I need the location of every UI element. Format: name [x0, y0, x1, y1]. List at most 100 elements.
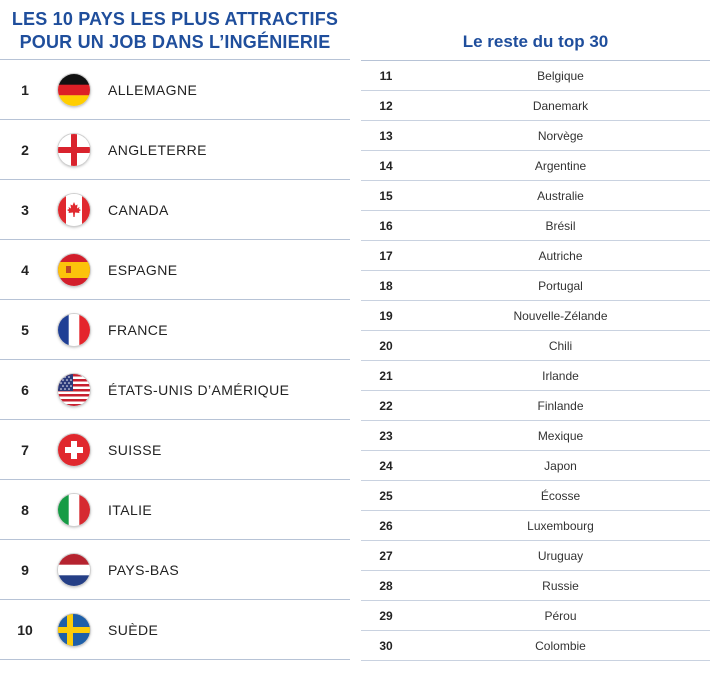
rank-number: 29 [379, 609, 393, 623]
top10-row: 7 SUISSE [0, 420, 350, 480]
country-name: PAYS-BAS [108, 562, 180, 578]
rank-number: 13 [379, 129, 393, 143]
country-name: Colombie [535, 639, 586, 653]
rank-number: 19 [379, 309, 393, 323]
rest-row: 23 Mexique [361, 421, 710, 451]
canada-flag-icon [58, 194, 90, 226]
rank-number: 18 [379, 279, 393, 293]
rank-number: 1 [21, 82, 29, 98]
country-name: Russie [542, 579, 579, 593]
rest-row: 28 Russie [361, 571, 710, 601]
rest-row: 25 Écosse [361, 481, 710, 511]
country-name: Uruguay [537, 549, 584, 563]
country-name: ITALIE [108, 502, 153, 518]
rank-number: 28 [379, 579, 393, 593]
rest-row: 29 Pérou [361, 601, 710, 631]
rest-row: 12 Danemark [361, 91, 710, 121]
top10-row: 8 ITALIE [0, 480, 350, 540]
rank-number: 9 [21, 562, 29, 578]
rank-number: 6 [21, 382, 29, 398]
rest-row: 11 Belgique [361, 61, 710, 91]
main-title-line-2: POUR UN JOB DANS L’INGÉNIERIE [19, 32, 331, 52]
top10-row: 6 ÉTATS-UNIS D’AMÉRIQUE [0, 360, 350, 420]
rest-row: 19 Nouvelle-Zélande [361, 301, 710, 331]
country-name: ESPAGNE [108, 262, 178, 278]
france-flag-icon [58, 314, 90, 346]
country-name: ALLEMAGNE [108, 82, 198, 98]
main-title: LES 10 PAYS LES PLUS ATTRACTIFS POUR UN … [0, 8, 350, 54]
rank-number: 27 [379, 549, 393, 563]
country-name: Belgique [537, 69, 584, 83]
rest-row: 21 Irlande [361, 361, 710, 391]
rank-number: 2 [21, 142, 29, 158]
rank-number: 14 [379, 159, 393, 173]
top10-row: 5 FRANCE [0, 300, 350, 360]
rank-number: 30 [379, 639, 393, 653]
country-name: Luxembourg [527, 519, 594, 533]
rest-row: 26 Luxembourg [361, 511, 710, 541]
country-name: Autriche [538, 249, 583, 263]
country-name: Norvège [537, 129, 584, 143]
rank-number: 10 [17, 622, 33, 638]
top10-row: 10 SUÈDE [0, 600, 350, 660]
rank-number: 17 [379, 249, 393, 263]
usa-flag-icon [58, 374, 90, 406]
rank-number: 5 [21, 322, 29, 338]
country-name: Portugal [538, 279, 583, 293]
rank-number: 23 [379, 429, 393, 443]
spain-flag-icon [58, 254, 90, 286]
country-name: Chili [548, 339, 573, 353]
rest-row: 17 Autriche [361, 241, 710, 271]
england-flag-icon [58, 134, 90, 166]
country-name: Pérou [544, 609, 577, 623]
rest-row: 20 Chili [361, 331, 710, 361]
country-name: FRANCE [108, 322, 168, 338]
rank-number: 3 [21, 202, 29, 218]
rest-row: 27 Uruguay [361, 541, 710, 571]
country-name: Brésil [545, 219, 576, 233]
right-title: Le reste du top 30 [462, 32, 609, 51]
rank-number: 24 [379, 459, 393, 473]
rest-row: 30 Colombie [361, 631, 710, 661]
top10-row: 3 CANADA [0, 180, 350, 240]
sweden-flag-icon [58, 614, 90, 646]
rank-number: 7 [21, 442, 29, 458]
rest-row: 22 Finlande [361, 391, 710, 421]
top10-row: 4 ESPAGNE [0, 240, 350, 300]
country-name: Écosse [540, 489, 581, 503]
rank-number: 20 [379, 339, 393, 353]
rank-number: 21 [379, 369, 393, 383]
rank-number: 11 [379, 69, 393, 83]
country-name: ANGLETERRE [108, 142, 207, 158]
country-name: Irlande [542, 369, 579, 383]
country-name: SUISSE [108, 442, 162, 458]
rest-row: 18 Portugal [361, 271, 710, 301]
rank-number: 8 [21, 502, 29, 518]
netherlands-flag-icon [58, 554, 90, 586]
rest-row: 13 Norvège [361, 121, 710, 151]
italy-flag-icon [58, 494, 90, 526]
country-name: Mexique [537, 429, 584, 443]
rank-number: 15 [379, 189, 393, 203]
country-name: Australie [537, 189, 584, 203]
rank-number: 4 [21, 262, 29, 278]
country-name: CANADA [108, 202, 169, 218]
rest-row: 24 Japon [361, 451, 710, 481]
rest-row: 15 Australie [361, 181, 710, 211]
rank-number: 16 [379, 219, 393, 233]
top10-row: 9 PAYS-BAS [0, 540, 350, 600]
top10-row: 1 ALLEMAGNE [0, 60, 350, 120]
country-name: Nouvelle-Zélande [513, 309, 608, 323]
divider [0, 59, 350, 60]
top10-row: 2 ANGLETERRE [0, 120, 350, 180]
country-name: Japon [544, 459, 577, 473]
switzerland-flag-icon [58, 434, 90, 466]
germany-flag-icon [58, 74, 90, 106]
country-name: Danemark [532, 99, 589, 113]
country-name: Argentine [534, 159, 587, 173]
rank-number: 12 [379, 99, 393, 113]
rank-number: 22 [379, 399, 393, 413]
rest-row: 14 Argentine [361, 151, 710, 181]
rank-number: 25 [379, 489, 393, 503]
divider [361, 60, 710, 61]
